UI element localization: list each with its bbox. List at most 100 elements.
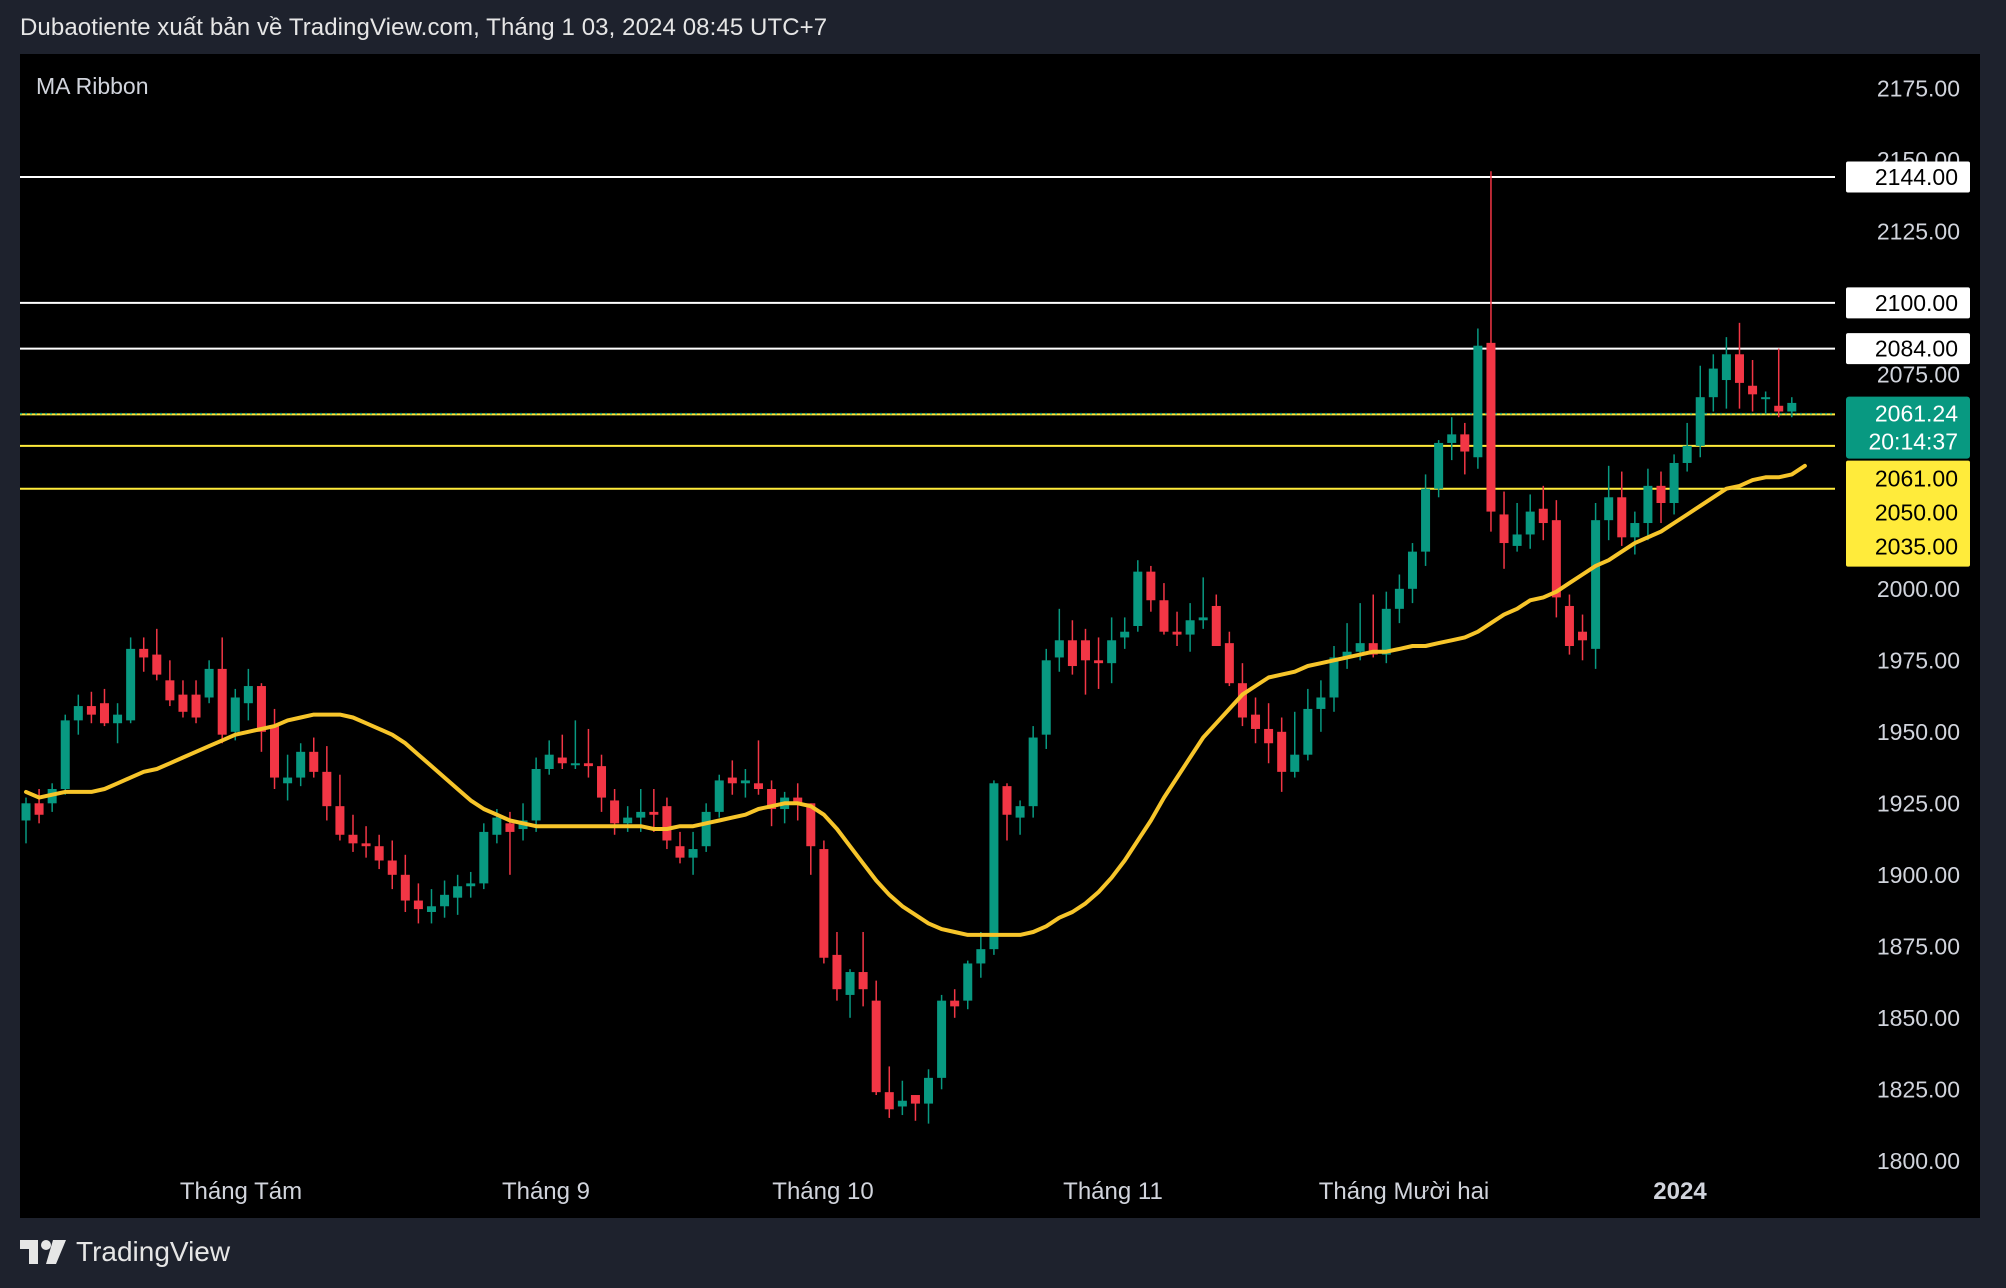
candle-body (989, 783, 999, 950)
level-price-tag-label: 2035.00 (1875, 534, 1958, 560)
tradingview-logo-icon (20, 1240, 66, 1264)
level-price-tag-label: 2050.00 (1875, 500, 1958, 526)
candle-body (583, 763, 593, 767)
y-tick-label: 1975.00 (1877, 647, 1960, 673)
candle-body (60, 720, 70, 790)
candle-body (884, 1092, 894, 1110)
candle-body (113, 714, 123, 724)
candle-body (139, 648, 149, 658)
candle-body (832, 954, 842, 990)
level-price-tag-stack (1846, 460, 1970, 567)
candle-body (1211, 605, 1221, 647)
y-tick-label: 1875.00 (1877, 933, 1960, 959)
candle-body (1564, 605, 1574, 647)
candle-body (1067, 640, 1077, 667)
candle-body (767, 789, 777, 810)
candle-body (165, 680, 175, 701)
candle-body (191, 694, 201, 718)
candle-body (1355, 643, 1365, 652)
chart-panel[interactable]: MA Ribbon 2175.00 2150.00 2125.00 2075.00 200… (20, 54, 1980, 1218)
candle-body (1761, 397, 1771, 400)
candle-body (1185, 620, 1195, 635)
candle-body (492, 817, 502, 835)
candle-body (1277, 731, 1287, 772)
candle-body (937, 1000, 947, 1078)
candle-body (178, 694, 188, 712)
candle-body (34, 803, 44, 815)
candle-body (897, 1100, 907, 1107)
candle-body (1407, 551, 1417, 589)
candle-body (1669, 462, 1679, 504)
x-tick-label: Tháng Mười hai (1319, 1178, 1490, 1205)
candle-body (1224, 643, 1234, 684)
candle-body (505, 823, 515, 832)
candle-body (296, 751, 306, 778)
candle-body (361, 843, 371, 847)
candle-body (1499, 514, 1509, 544)
candle-body (152, 654, 162, 675)
candle-body (727, 777, 737, 784)
candle-body (976, 949, 986, 964)
level-price-tag-label: 2084.00 (1875, 336, 1958, 362)
y-tick-label: 1850.00 (1877, 1005, 1960, 1031)
candle-body (479, 831, 489, 884)
candle-body (86, 706, 96, 715)
candle-body (963, 963, 973, 1001)
candle-body (1538, 508, 1548, 524)
candle-body (466, 883, 476, 887)
candle-body (1368, 643, 1378, 655)
candle-body (1316, 697, 1326, 709)
candle-body (1682, 445, 1692, 463)
candle-body (793, 797, 803, 804)
candle-body (453, 886, 463, 898)
y-tick-label: 1825.00 (1877, 1076, 1960, 1102)
y-tick-label: 2125.00 (1877, 218, 1960, 244)
candle-body (557, 757, 567, 764)
candle-body (283, 777, 293, 784)
candle-body (570, 763, 580, 766)
candle-body (623, 817, 633, 824)
publish-header: Dubaotiente xuất bản về TradingView.com,… (20, 14, 828, 41)
last-price-label: 2061.24 (1875, 401, 1958, 427)
candle-body (1015, 806, 1025, 818)
candle-body (1329, 657, 1339, 698)
y-tick-label: 2175.00 (1877, 75, 1960, 101)
candle-body (1080, 640, 1090, 661)
level-price-tag (1846, 161, 1970, 193)
candle-body (1512, 534, 1522, 546)
candle-body (426, 906, 436, 912)
candlestick-chart[interactable]: MA Ribbon 2175.002150.002125.002075.00200… (20, 54, 1980, 1218)
last-price-tag (1846, 396, 1970, 459)
candle-body (1041, 660, 1051, 735)
candle-body (1656, 485, 1666, 504)
candle-body (1172, 631, 1182, 635)
candle-body (1237, 683, 1247, 718)
candle-body (924, 1077, 934, 1104)
candle-body (1094, 660, 1104, 664)
candle-body (335, 806, 345, 835)
candle-body (701, 811, 711, 847)
candle-body (1604, 497, 1614, 521)
candle-body (73, 706, 83, 721)
candle-body (1525, 511, 1535, 535)
candle-body (1381, 608, 1391, 655)
candle-body (531, 768, 541, 821)
candle-body (1198, 617, 1208, 621)
candle-body (1394, 588, 1404, 609)
candle-body (1251, 714, 1261, 729)
footer-brand[interactable]: TradingView (20, 1236, 230, 1268)
level-price-tag-label: 2144.00 (1875, 164, 1958, 190)
candle-body (636, 811, 646, 818)
candle-body (322, 771, 332, 807)
candle-body (1734, 354, 1744, 383)
candle-body (413, 900, 423, 910)
y-tick-label: 1900.00 (1877, 862, 1960, 888)
candle-body (1630, 523, 1640, 538)
candle-body (230, 697, 240, 732)
candle-body (1120, 631, 1130, 638)
candle-body (675, 846, 685, 858)
candle-body (204, 668, 214, 698)
candle-body (387, 860, 397, 875)
candle-body (649, 811, 659, 815)
candle-body (99, 703, 109, 724)
